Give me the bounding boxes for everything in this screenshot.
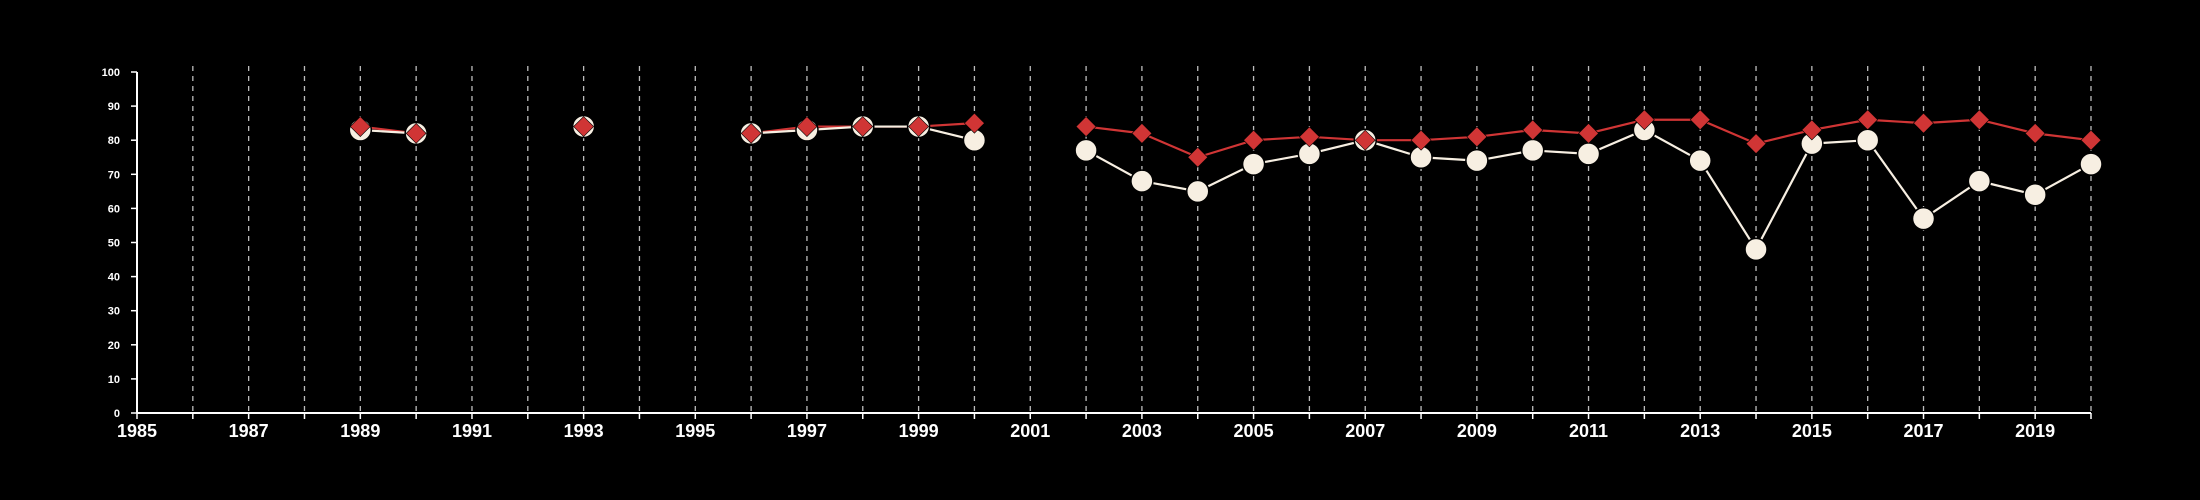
y-tick-label: 70 [108, 169, 120, 181]
circle-point [1520, 138, 1545, 163]
diamond-point [2024, 122, 2046, 144]
circle-point [1130, 169, 1154, 193]
diamond-point [1187, 146, 1209, 168]
x-tick-label: 2017 [1903, 421, 1943, 441]
axes: 0 10 20 30 40 50 60 70 80 90 100 1985 1987 1989 1991 19… [102, 67, 2092, 441]
series-layer [348, 109, 2103, 262]
x-tick-label: 2005 [1234, 421, 1274, 441]
y-tick-label: 90 [108, 101, 120, 113]
diamond-point [1633, 109, 1655, 131]
vertical-grid [192, 66, 2092, 413]
x-tick-label: 1991 [452, 421, 492, 441]
circle-point [1465, 148, 1489, 173]
y-tick-label: 60 [108, 203, 120, 215]
diamond-point [964, 112, 985, 134]
diamond-point [908, 116, 930, 137]
diamond-point [405, 122, 427, 144]
circle-point [1074, 138, 1098, 163]
x-tick-label: 2003 [1122, 421, 1162, 441]
x-tick-label: 2019 [2015, 421, 2055, 441]
circle-point [1241, 152, 1266, 176]
circle-point [1911, 206, 1936, 231]
diamond-point [1801, 119, 1823, 141]
y-tick-label: 40 [108, 272, 120, 284]
x-tick-label: 2009 [1457, 421, 1497, 441]
diamond-point [1131, 122, 1153, 144]
diamond-point [1913, 112, 1934, 134]
x-tick-label: 1999 [899, 421, 939, 441]
circle-point [1967, 169, 1992, 193]
x-tick-label: 1997 [787, 421, 827, 441]
y-tick-label: 50 [108, 238, 120, 250]
diamond-point [852, 116, 874, 137]
circle-point [1185, 179, 1210, 204]
y-tick-label: 30 [108, 306, 120, 318]
circle-point [1688, 148, 1712, 173]
circle-point [2023, 183, 2047, 207]
circle-point [2079, 152, 2103, 176]
diamond-point [796, 116, 818, 137]
circle-point [1576, 142, 1601, 166]
y-tick-label: 0 [114, 408, 120, 420]
x-tick-label: 2011 [1569, 421, 1608, 441]
diamond-point [1578, 122, 1599, 144]
y-tick-label: 100 [102, 67, 120, 79]
diamond-point [1075, 116, 1097, 137]
diamond-point [573, 116, 595, 137]
x-tick-label: 1995 [675, 421, 715, 441]
diamond-point [1968, 109, 1990, 131]
x-tick-label: 2001 [1010, 421, 1050, 441]
diamond-point [1298, 126, 1320, 148]
diamond-point [1522, 119, 1544, 141]
diamond-point [1243, 129, 1264, 151]
y-tick-label: 80 [108, 135, 120, 147]
circle-point [1744, 237, 1768, 262]
x-tick-label: 2007 [1345, 421, 1385, 441]
y-tick-label: 10 [108, 374, 120, 386]
diamond-point [1354, 129, 1376, 151]
diamond-point [740, 122, 762, 144]
diamond-point [1857, 109, 1879, 131]
circle-point [1855, 128, 1880, 152]
x-tick-label: 1987 [229, 421, 269, 441]
x-tick-label: 2015 [1792, 421, 1832, 441]
x-tick-label: 2013 [1680, 421, 1720, 441]
diamond-point [2080, 129, 2102, 151]
diamond-point [1689, 109, 1711, 131]
x-tick-label: 1993 [564, 421, 604, 441]
y-tick-label: 20 [108, 340, 120, 352]
diamond-point [349, 116, 371, 137]
diamond-point [1410, 129, 1432, 151]
x-tick-label: 1985 [117, 421, 157, 441]
x-tick-label: 1989 [340, 421, 380, 441]
diamond-point [1745, 133, 1767, 155]
diamond-point [1466, 126, 1488, 148]
